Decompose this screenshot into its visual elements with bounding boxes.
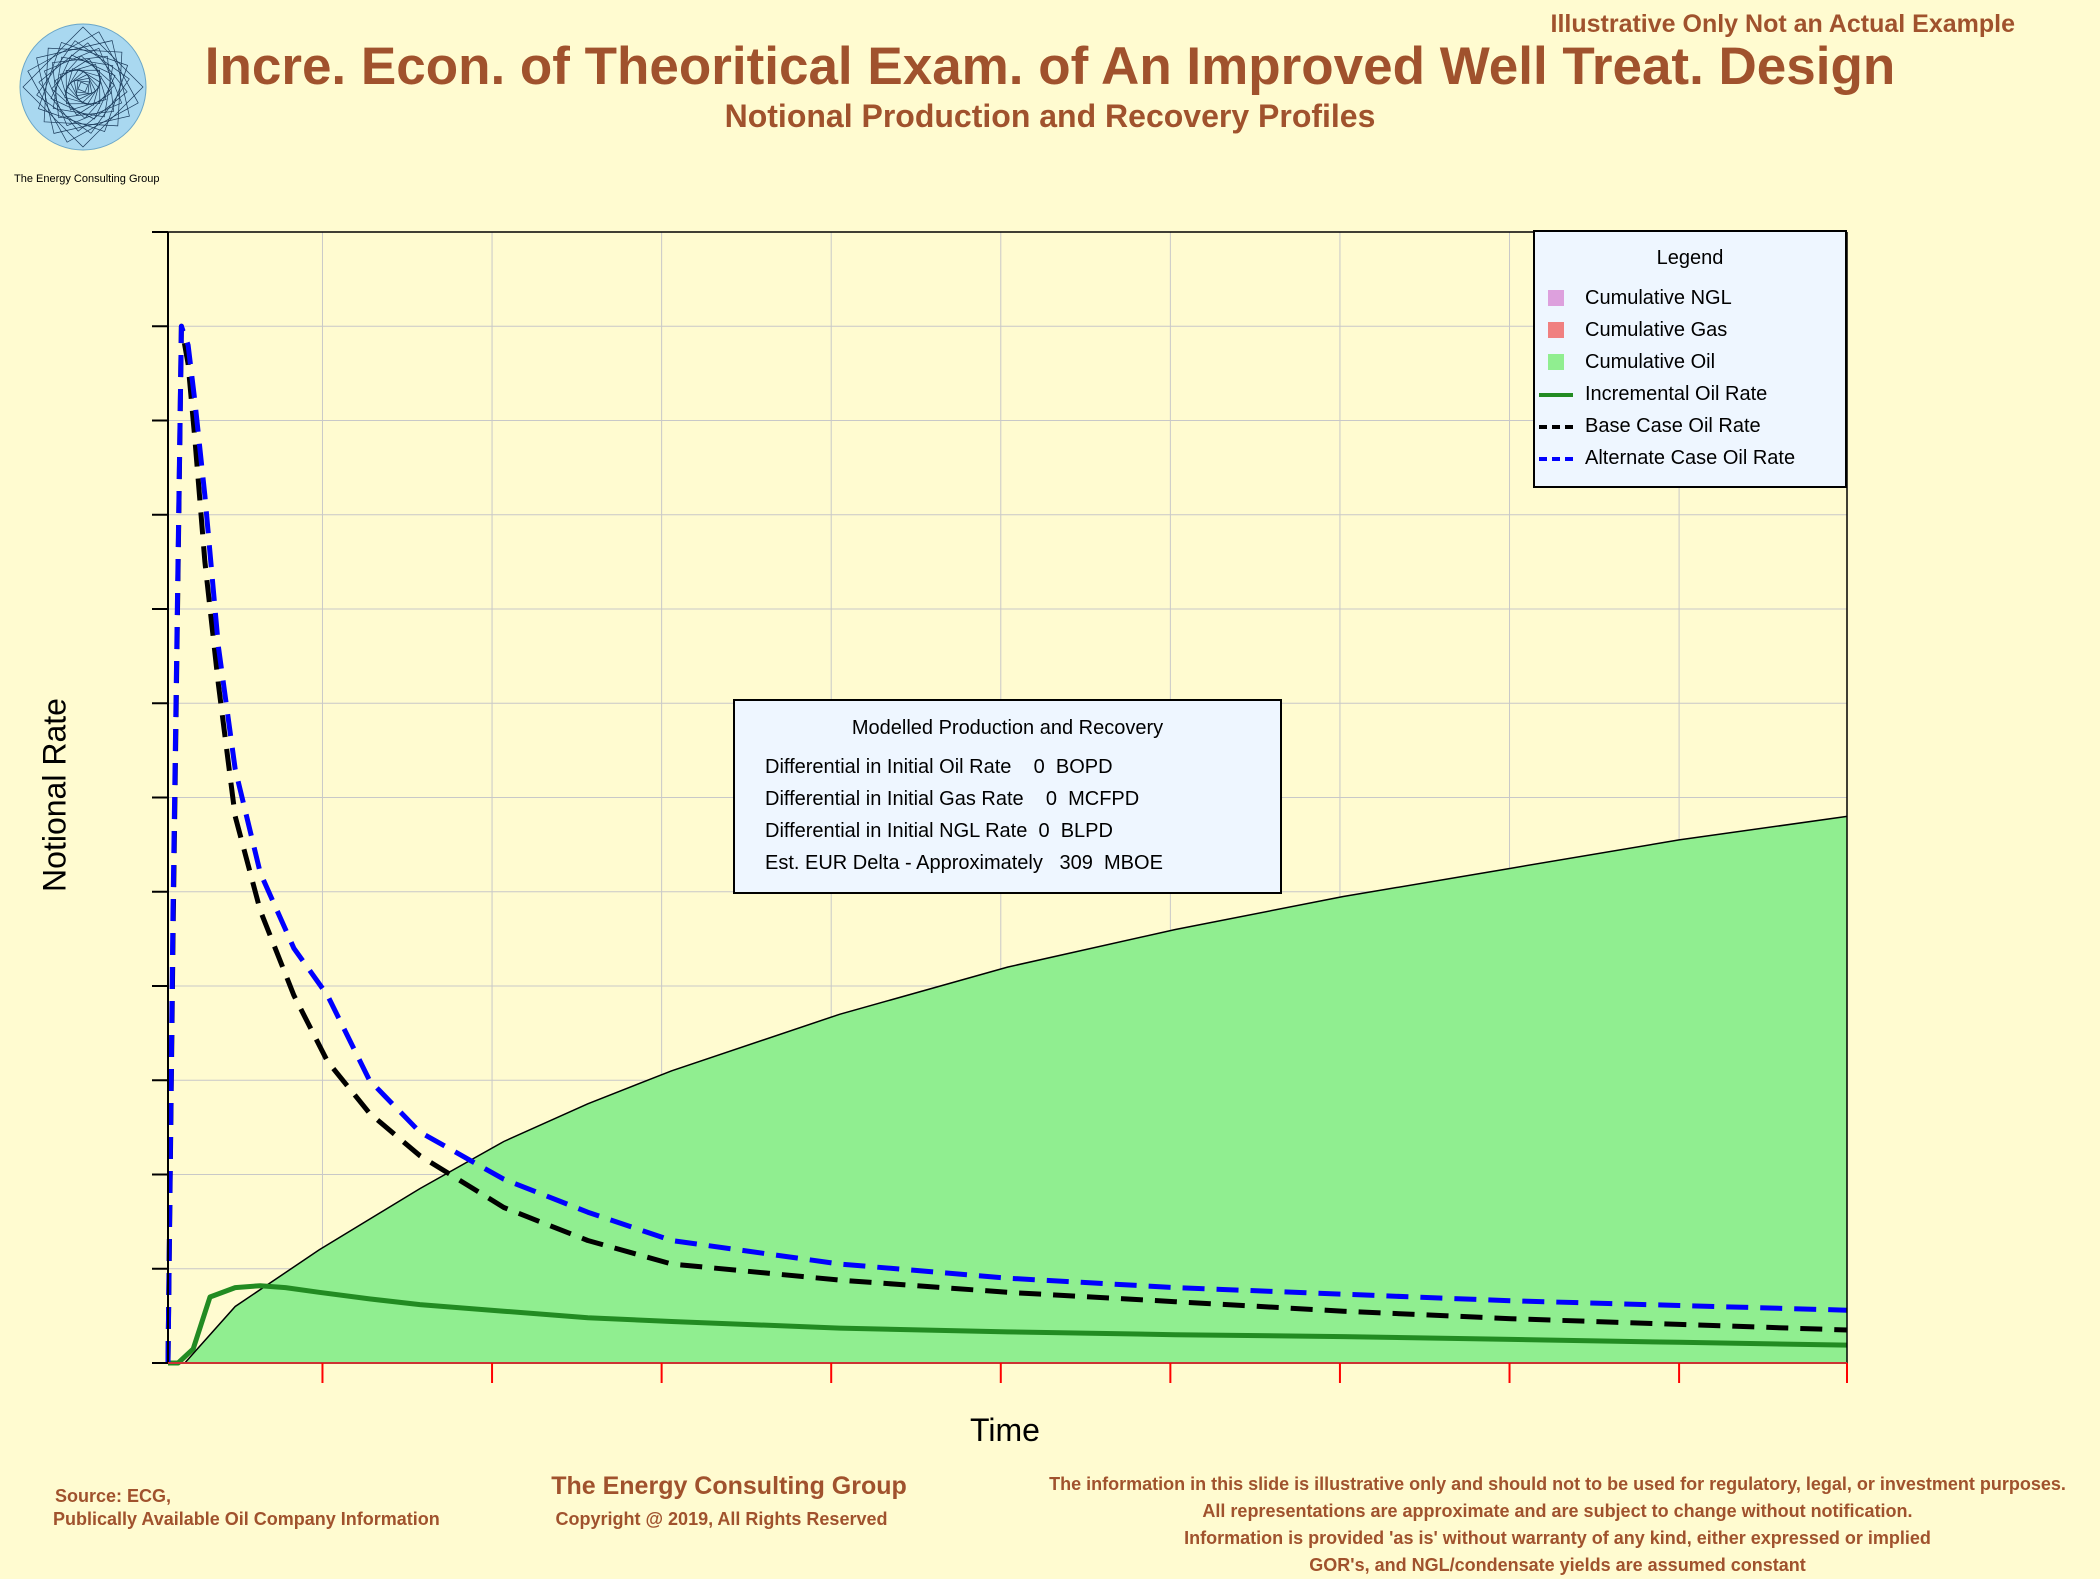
source-line-1: Source: ECG, [55, 1486, 172, 1506]
logo-caption: The Energy Consulting Group [14, 173, 160, 185]
legend-line [1539, 425, 1573, 429]
legend-title: Legend [1656, 247, 1724, 269]
info-line-ngl-rate: Differential in Initial NGL Rate 0 BLPD [765, 820, 1113, 842]
logo-spiral-square [36, 40, 130, 134]
chart-legend: Legend Cumulative NGL Cumulative Gas Cum… [1533, 230, 1847, 488]
legend-line [1539, 457, 1573, 461]
logo-spiral-square [73, 77, 93, 97]
chart-axes [152, 231, 1848, 1383]
logo-spiral-square [52, 56, 114, 118]
logo-spiral-square [43, 47, 123, 127]
info-line-gas-rate: Differential in Initial Gas Rate 0 MCFPD [765, 788, 1140, 810]
legend-label: Alternate Case Oil Rate [1585, 447, 1796, 469]
disclaimer-line: GOR's, and NGL/condensate yields are ass… [1309, 1555, 1806, 1575]
logo-spiral-square [27, 31, 139, 143]
page-title: Incre. Econ. of Theoritical Exam. of An … [204, 37, 1896, 96]
logo-spiral-square [70, 74, 96, 100]
cumulative-oil-area [168, 816, 1847, 1363]
legend-item-cumulative-gas: Cumulative Gas [1535, 319, 1845, 343]
legend-label: Cumulative Gas [1585, 319, 1728, 341]
source-line-2: Publically Available Oil Company Informa… [53, 1509, 440, 1529]
cumulative-oil-area [168, 815, 1848, 1364]
info-line-oil-rate: Differential in Initial Oil Rate 0 BOPD [765, 756, 1113, 778]
info-line-eur-delta: Est. EUR Delta - Approximately 309 MBOE [765, 852, 1163, 874]
logo-spiral-square [66, 70, 100, 104]
y-axis-label: Notional Rate [36, 698, 73, 892]
legend-label: Incremental Oil Rate [1585, 383, 1768, 405]
illustrative-banner: Illustrative Only Not an Actual Example [1550, 10, 2015, 38]
legend-swatch [1548, 290, 1564, 306]
footer-copyright: Copyright @ 2019, All Rights Reserved [555, 1509, 888, 1529]
legend-label: Base Case Oil Rate [1585, 415, 1761, 437]
alternate-case-oil-rate-line [165, 323, 1848, 1364]
logo-spiral-square [51, 55, 115, 119]
legend-label: Cumulative NGL [1585, 287, 1732, 309]
legend-swatch [1548, 322, 1564, 338]
company-logo [19, 23, 147, 151]
legend-line [1539, 393, 1573, 397]
disclaimer-line: All representations are approximate and … [1202, 1501, 1913, 1521]
legend-label: Cumulative Oil [1585, 351, 1716, 373]
disclaimer-line: The information in this slide is illustr… [1049, 1474, 2066, 1494]
footer-company: The Energy Consulting Group [551, 1472, 907, 1500]
legend-item-cumulative-oil: Cumulative Oil [1535, 351, 1845, 375]
logo-spiral-square [22, 26, 144, 148]
logo-spiral-square [77, 81, 89, 93]
page-subtitle: Notional Production and Recovery Profile… [724, 98, 1376, 134]
legend-item-base-case-oil-rate: Base Case Oil Rate [1535, 415, 1845, 439]
rate-lines [165, 323, 1848, 1366]
logo-spiral-square [36, 40, 130, 134]
production-info-box: Modelled Production and Recovery Differe… [733, 699, 1282, 894]
legend-swatch [1548, 354, 1564, 370]
incremental-oil-rate-line [168, 1283, 1848, 1366]
info-box-title: Modelled Production and Recovery [851, 717, 1164, 739]
disclaimer-line: Information is provided 'as is' without … [1184, 1528, 1931, 1548]
logo-spiral-square [37, 41, 129, 133]
legend-item-alternate-case-oil-rate: Alternate Case Oil Rate [1535, 447, 1845, 471]
legend-item-cumulative-ngl: Cumulative NGL [1535, 287, 1845, 311]
logo-spiral-square [76, 80, 90, 94]
legend-item-incremental-oil-rate: Incremental Oil Rate [1535, 383, 1845, 407]
logo-spiral-square [50, 54, 116, 120]
logo-spiral-square [51, 55, 115, 119]
footer-disclaimer: The information in this slide is illustr… [1025, 1471, 2090, 1579]
x-axis-label: Time [970, 1412, 1040, 1448]
base-case-oil-rate-line [165, 323, 1848, 1364]
